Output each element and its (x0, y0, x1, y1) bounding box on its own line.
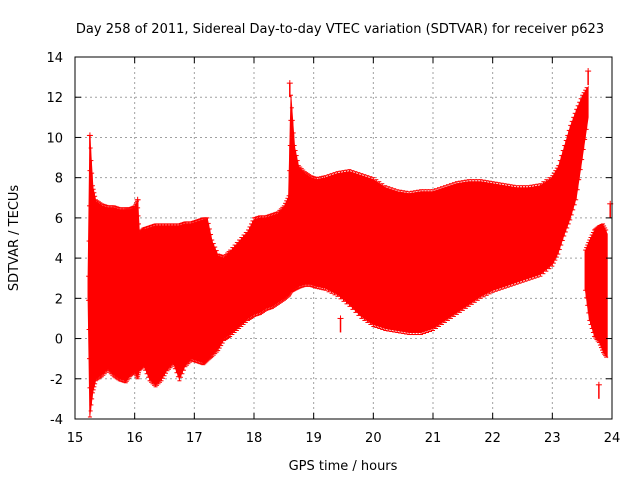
x-tick-label: 19 (305, 431, 322, 446)
y-tick-label: 4 (55, 252, 63, 267)
y-tick-label: 10 (46, 131, 63, 146)
y-tick-label: 8 (55, 172, 63, 187)
y-tick-label: 0 (55, 333, 63, 348)
y-tick-label: 12 (46, 91, 63, 106)
y-tick-label: 14 (46, 51, 63, 66)
x-tick-label: 16 (126, 431, 143, 446)
x-tick-label: 24 (604, 431, 621, 446)
series-layer (86, 85, 609, 418)
plot-frame (74, 56, 613, 420)
y-tick-label: -4 (50, 413, 63, 428)
y-tick-label: 6 (55, 212, 63, 227)
x-tick-label: 15 (67, 431, 84, 446)
chart-title: Day 258 of 2011, Sidereal Day-to-day VTE… (76, 22, 604, 37)
x-tick-label: 21 (425, 431, 442, 446)
y-tick-label: 2 (55, 292, 63, 307)
x-axis-label: GPS time / hours (289, 459, 398, 474)
x-tick-label: 18 (246, 431, 263, 446)
x-tick-label: 17 (186, 431, 203, 446)
y-tick-label: -2 (50, 373, 63, 388)
x-tick-label: 23 (544, 431, 561, 446)
x-tick-label: 22 (484, 431, 501, 446)
y-axis-label: SDTVAR / TECUs (7, 185, 22, 292)
spike-markers (86, 68, 614, 399)
x-tick-label: 20 (365, 431, 382, 446)
